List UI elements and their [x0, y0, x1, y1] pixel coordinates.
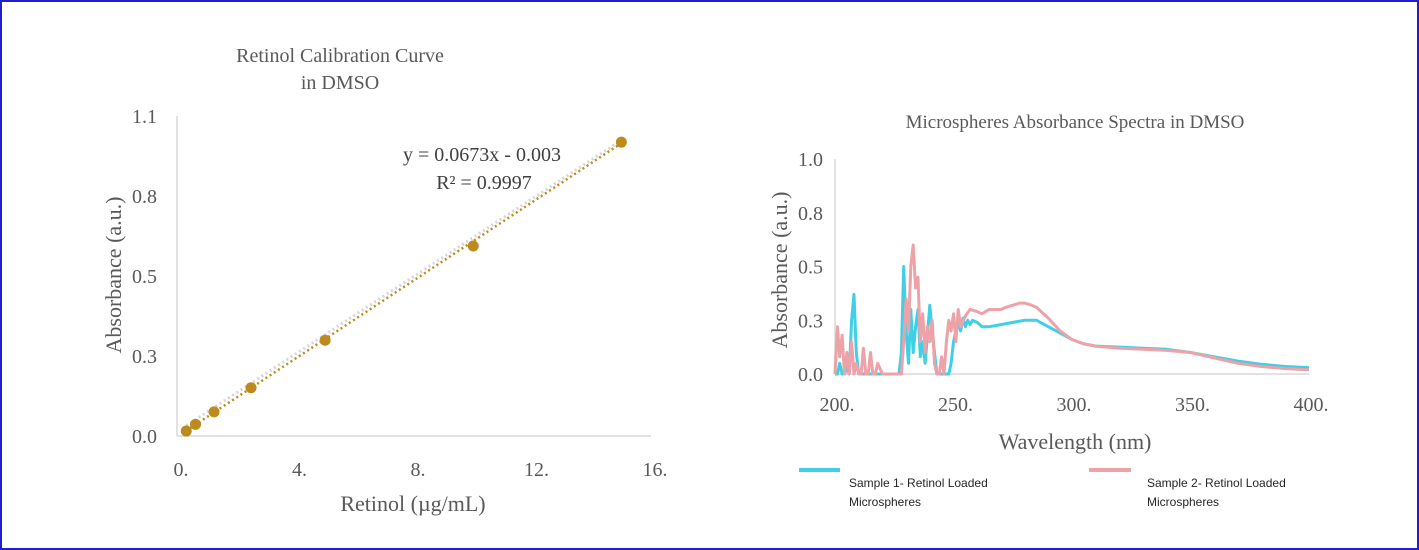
chart1-data-point	[467, 240, 479, 252]
chart1-x-tick-label: 8.	[411, 459, 426, 481]
chart1-x-tick-label: 0.	[174, 459, 189, 481]
chart1-equation: y = 0.0673x - 0.003	[403, 144, 561, 166]
chart1-data-point	[208, 406, 220, 418]
chart1-y-axis-label: Absorbance (a.u.)	[101, 197, 126, 354]
chart1-trendline-shadow	[185, 138, 623, 428]
chart1-x-axis-label: Retinol (µg/mL)	[340, 491, 485, 516]
chart1-trendline	[185, 142, 623, 432]
chart1-title-line1: Retinol Calibration Curve	[236, 45, 444, 67]
chart1-r-squared: R² = 0.9997	[436, 172, 532, 194]
chart1-data-point	[319, 334, 331, 346]
chart1-x-tick-label: 12.	[524, 459, 549, 481]
chart1-y-tick-label: 0.5	[132, 266, 157, 288]
chart1-data-point	[615, 136, 627, 148]
chart1-data-point	[180, 425, 192, 437]
chart1-data-point	[190, 418, 202, 430]
chart1-y-tick-label: 1.1	[132, 106, 157, 128]
chart1-y-tick-label: 0.3	[132, 346, 157, 368]
chart1-data-point	[245, 382, 257, 394]
calibration-chart: Retinol Calibration Curve in DMSO 0.0 0.3…	[101, 45, 668, 516]
chart1-x-tick-label: 4.	[292, 459, 307, 481]
chart1-title-line2: in DMSO	[301, 72, 379, 94]
chart1-y-tick-label: 0.8	[132, 186, 157, 208]
chart1-y-tick-label: 0.0	[132, 426, 157, 448]
chart1-x-tick-label: 16.	[643, 459, 668, 481]
